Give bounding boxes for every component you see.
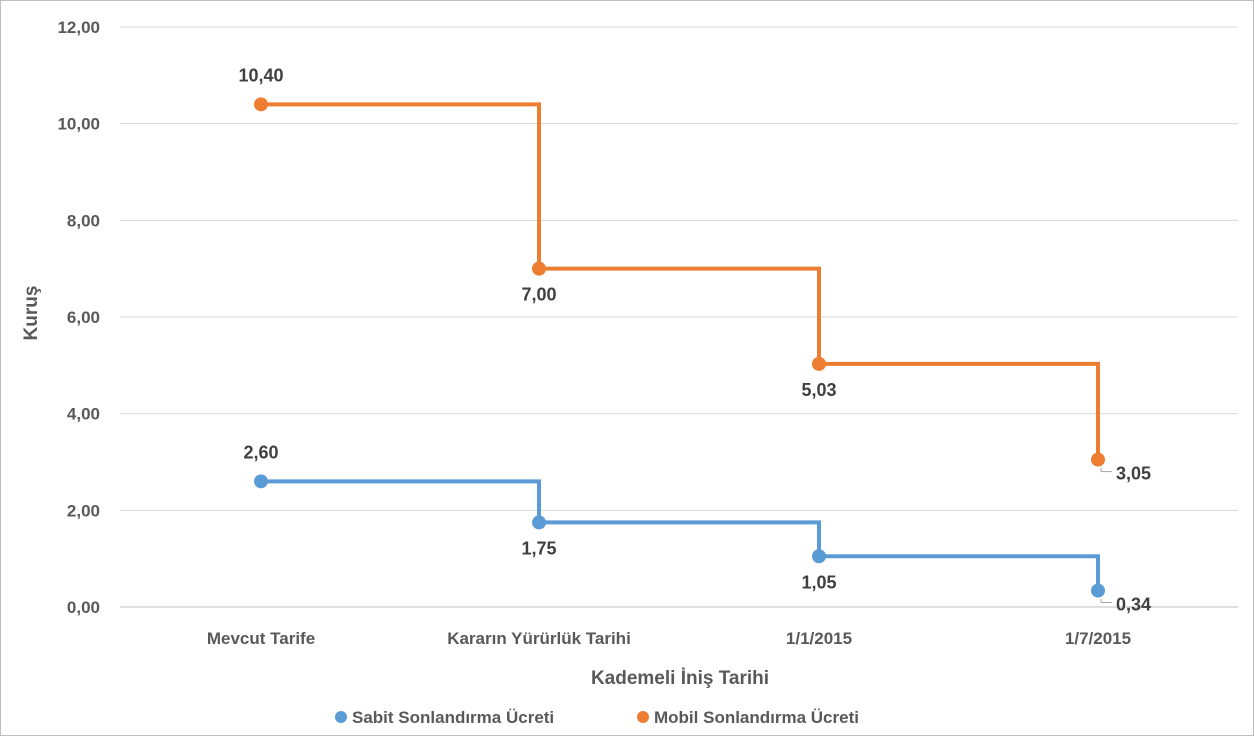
legend-label-mobil: Mobil Sonlandırma Ücreti <box>654 708 859 727</box>
data-point <box>1091 583 1105 598</box>
y-tick-label: 12,00 <box>57 18 100 37</box>
data-point <box>812 356 826 371</box>
legend-marker-mobil <box>637 711 649 723</box>
data-label: 10,40 <box>238 65 283 85</box>
data-label: 5,03 <box>801 380 836 400</box>
data-label: 1,05 <box>801 572 836 592</box>
data-point <box>812 549 826 564</box>
x-tick-label: Kararın Yürürlük Tarihi <box>447 629 631 648</box>
y-tick-label: 6,00 <box>67 308 100 327</box>
x-axis-tick-labels: Mevcut Tarife Kararın Yürürlük Tarihi 1/1/… <box>207 629 1131 648</box>
series-lines <box>261 102 1100 591</box>
y-tick-label: 2,00 <box>67 501 100 520</box>
y-tick-label: 0,00 <box>67 598 100 617</box>
x-tick-label: 1/1/2015 <box>786 629 852 648</box>
y-axis-title: Kuruş <box>21 286 42 341</box>
series-points <box>254 97 1105 598</box>
y-tick-label: 4,00 <box>67 405 100 424</box>
series-line-1 <box>261 102 1100 460</box>
data-point <box>532 515 546 530</box>
x-tick-label: Mevcut Tarife <box>207 629 315 648</box>
legend: Sabit Sonlandırma Ücreti Mobil Sonlandır… <box>335 708 859 727</box>
data-point <box>532 261 546 276</box>
data-point <box>254 474 268 489</box>
y-tick-label: 8,00 <box>67 211 100 230</box>
data-label: 1,75 <box>521 538 556 558</box>
data-labels: 2,60 1,75 1,05 0,34 10,40 7,00 5,03 3,05 <box>238 65 1151 614</box>
data-label: 7,00 <box>521 285 556 305</box>
y-tick-label: 10,00 <box>57 115 100 134</box>
gridlines <box>120 26 1238 608</box>
data-label: 2,60 <box>243 442 278 462</box>
data-label: 3,05 <box>1116 464 1151 484</box>
legend-label-sabit: Sabit Sonlandırma Ücreti <box>352 708 554 727</box>
x-axis-title: Kademeli İniş Tarihi <box>591 668 769 689</box>
data-point <box>254 97 268 112</box>
data-point <box>1091 452 1105 467</box>
legend-marker-sabit <box>335 711 347 723</box>
series-line-0 <box>261 479 1100 591</box>
x-tick-label: 1/7/2015 <box>1065 629 1131 648</box>
data-label: 0,34 <box>1116 595 1151 615</box>
y-axis-tick-labels: 0,00 2,00 4,00 6,00 8,00 10,00 12,00 <box>57 18 100 617</box>
